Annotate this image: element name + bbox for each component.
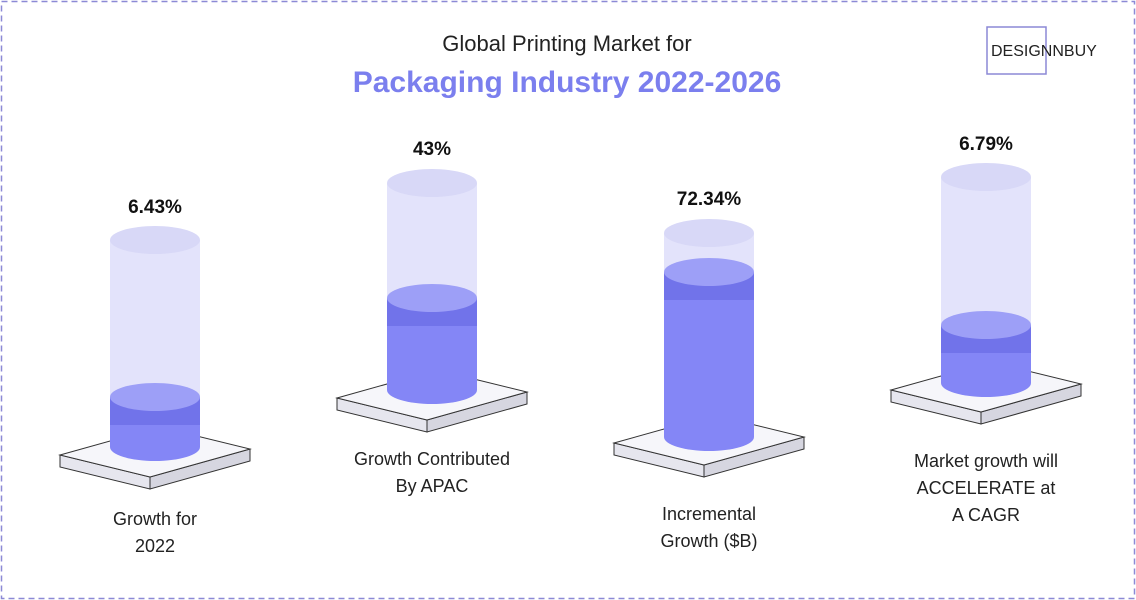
item-label: 2022 (135, 536, 175, 556)
fill-bottom (387, 376, 477, 404)
value-label: 6.79% (959, 134, 1013, 155)
fill-top (664, 258, 754, 286)
item-label: Growth ($B) (660, 531, 757, 551)
fill-bottom (110, 433, 200, 461)
subtitle: Packaging Industry 2022-2026 (353, 66, 782, 99)
item-label: By APAC (396, 476, 469, 496)
value-label: 6.43% (128, 197, 182, 218)
fill-top (110, 383, 200, 411)
value-label: 72.34% (677, 189, 742, 210)
item-label: Growth for (113, 509, 197, 529)
title: Global Printing Market for (442, 31, 691, 56)
cylinder-top (941, 163, 1031, 191)
logo: DESIGNNBUY (991, 43, 1097, 60)
item-label: A CAGR (952, 505, 1020, 525)
value-label: 43% (413, 139, 451, 160)
items: 6.43% Growth for 2022 43% Growth Contributed… (58, 134, 1083, 556)
fill-bottom (941, 369, 1031, 397)
cylinder-top (664, 219, 754, 247)
fill-top (387, 284, 477, 312)
item-label: Growth Contributed (354, 449, 510, 469)
item-label: ACCELERATE at (917, 478, 1056, 498)
fill-top (941, 311, 1031, 339)
item-label: Market growth will (914, 451, 1058, 471)
cylinder-top (387, 169, 477, 197)
logo-box (986, 26, 1047, 75)
cylinder-top (110, 226, 200, 254)
fill-bottom (664, 423, 754, 451)
item-label: Incremental (662, 504, 756, 524)
